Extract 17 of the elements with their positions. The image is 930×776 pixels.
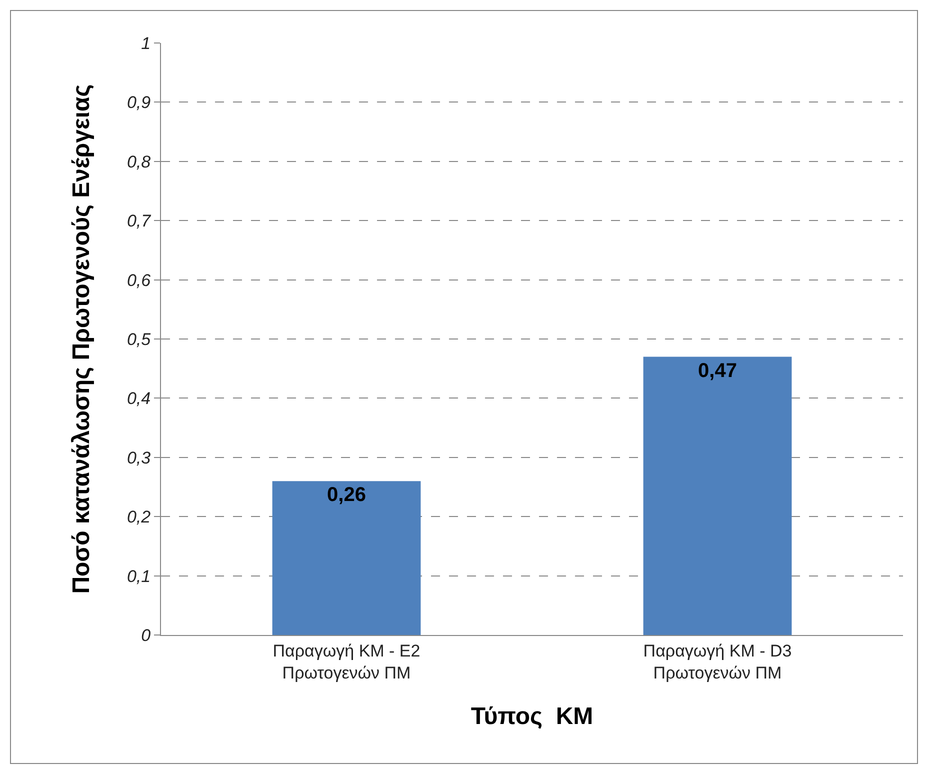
x-axis-title: Τύπος ΚΜ	[470, 702, 594, 730]
y-tick-label: 0,8	[126, 152, 152, 172]
y-tick-label: 0,9	[126, 93, 152, 112]
data-label: 0,47	[698, 360, 737, 382]
y-tick-label: 0	[141, 626, 152, 645]
y-tick-label: 0,5	[126, 330, 152, 349]
y-tick-label: 0,6	[126, 270, 152, 290]
data-label: 0,26	[327, 484, 366, 506]
y-tick-label: 0,3	[126, 448, 152, 468]
y-tick-label: 1	[141, 34, 151, 53]
y-tick-label: 0,1	[126, 566, 151, 586]
y-tick-label: 0,7	[126, 212, 152, 231]
x-tick-label: Παραγωγή ΚΜ - D3 Πρωτογενών ΠΜ	[643, 641, 792, 682]
y-tick-label: 0,2	[126, 508, 152, 527]
y-tick-label: 0,4	[126, 389, 151, 408]
y-axis-title: Ποσό κατανάλωσης Πρωτογενούς Ενέργειας	[68, 84, 96, 594]
x-tick-label: Παραγωγή ΚΜ - Ε2 Πρωτογενών ΠΜ	[272, 641, 420, 682]
